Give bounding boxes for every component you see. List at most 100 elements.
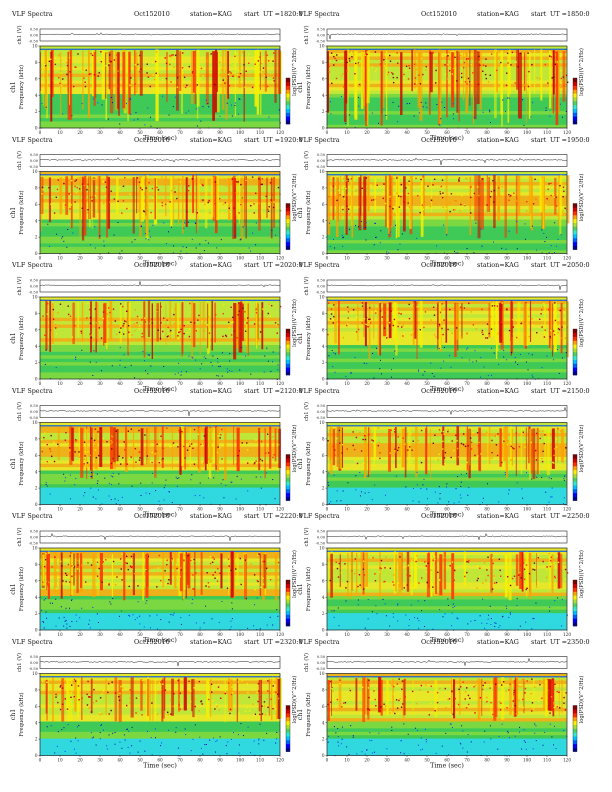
- psd-speckle: [528, 335, 530, 338]
- noise-speckle: [178, 477, 180, 479]
- psd-speckle: [64, 559, 67, 562]
- colorbar-segment: [286, 473, 290, 478]
- noise-speckle: [345, 376, 347, 378]
- burst-column: [379, 302, 382, 356]
- x-tick-label: 80: [197, 632, 203, 637]
- frequency-band: [40, 612, 280, 617]
- psd-speckle: [394, 712, 396, 715]
- psd-speckle: [433, 64, 435, 67]
- psd-speckle: [48, 581, 50, 584]
- psd-speckle: [74, 201, 76, 203]
- burst-column: [551, 303, 554, 357]
- frequency-band: [40, 595, 280, 600]
- noise-speckle: [112, 732, 114, 734]
- burst-column: [382, 51, 385, 108]
- burst-column: [347, 553, 349, 599]
- noise-speckle: [545, 109, 547, 111]
- psd-speckle: [485, 65, 487, 67]
- psd-speckle: [74, 66, 76, 68]
- psd-speckle: [208, 586, 210, 588]
- psd-speckle: [255, 192, 257, 194]
- psd-speckle: [464, 81, 467, 83]
- burst-column: [368, 427, 371, 475]
- frequency-band: [40, 209, 280, 213]
- colorbar-segment: [573, 89, 577, 94]
- psd-speckle: [111, 441, 113, 443]
- psd-speckle: [42, 706, 45, 708]
- psd-speckle: [442, 431, 445, 433]
- colorbar-segment: [573, 344, 577, 349]
- x-tick-label: 10: [57, 256, 63, 261]
- psd-speckle: [115, 333, 118, 336]
- x-tick-label: 30: [97, 758, 103, 763]
- psd-speckle: [219, 437, 221, 439]
- noise-speckle: [62, 236, 64, 238]
- noise-speckle: [525, 748, 527, 750]
- psd-speckle: [72, 565, 74, 568]
- frequency-band: [40, 717, 280, 722]
- burst-column: [76, 552, 79, 593]
- psd-speckle: [563, 702, 565, 704]
- psd-speckle: [522, 562, 525, 564]
- psd-speckle: [407, 564, 410, 566]
- psd-speckle: [394, 451, 396, 453]
- frequency-band: [327, 243, 567, 247]
- psd-speckle: [448, 440, 450, 442]
- colorbar-segment: [286, 477, 290, 482]
- psd-speckle: [121, 59, 124, 62]
- noise-speckle: [363, 362, 365, 364]
- psd-speckle: [262, 308, 264, 310]
- psd-speckle: [235, 568, 237, 570]
- noise-speckle: [391, 729, 393, 731]
- psd-speckle: [164, 203, 167, 206]
- psd-speckle: [515, 432, 517, 434]
- frequency-band: [327, 460, 567, 464]
- colorbar-segment: [286, 481, 290, 486]
- psd-speckle: [258, 178, 260, 180]
- burst-column: [403, 176, 406, 232]
- frequency-band: [327, 453, 567, 457]
- frequency-band: [40, 192, 280, 196]
- psd-speckle: [119, 303, 122, 305]
- frequency-band: [327, 589, 567, 593]
- cutoff-band: [40, 676, 280, 678]
- psd-speckle: [49, 449, 52, 452]
- noise-speckle: [328, 472, 330, 474]
- psd-speckle: [433, 555, 436, 558]
- y-axis-label: Frequency (kHz): [305, 316, 312, 360]
- frequency-band: [327, 501, 567, 505]
- psd-speckle: [62, 583, 64, 585]
- psd-speckle: [81, 183, 84, 185]
- psd-speckle: [443, 319, 445, 321]
- psd-speckle: [114, 575, 116, 577]
- burst-column: [205, 52, 209, 105]
- psd-speckle: [470, 196, 472, 199]
- psd-speckle: [100, 51, 102, 53]
- psd-speckle: [434, 82, 437, 84]
- psd-speckle: [470, 441, 473, 444]
- noise-speckle: [424, 728, 426, 730]
- psd-speckle: [363, 574, 366, 576]
- psd-speckle: [252, 703, 254, 705]
- psd-speckle: [440, 185, 443, 188]
- x-tick-label: 60: [157, 256, 163, 261]
- psd-speckle: [460, 76, 463, 79]
- noise-speckle: [400, 740, 402, 742]
- burst-column: [128, 51, 131, 115]
- noise-speckle: [359, 472, 361, 474]
- noise-speckle: [128, 730, 130, 732]
- noise-speckle: [328, 484, 330, 486]
- noise-speckle: [118, 252, 120, 254]
- noise-speckle: [110, 483, 112, 485]
- burst-column: [469, 427, 471, 466]
- noise-speckle: [379, 359, 381, 361]
- noise-speckle: [191, 238, 193, 240]
- noise-speckle: [373, 377, 375, 379]
- noise-speckle: [342, 490, 344, 492]
- psd-speckle: [424, 561, 426, 563]
- noise-speckle: [44, 363, 46, 365]
- colorbar-segment: [573, 226, 577, 231]
- noise-speckle: [527, 369, 529, 371]
- y-tick-label: 4: [35, 469, 38, 474]
- psd-speckle: [401, 177, 403, 179]
